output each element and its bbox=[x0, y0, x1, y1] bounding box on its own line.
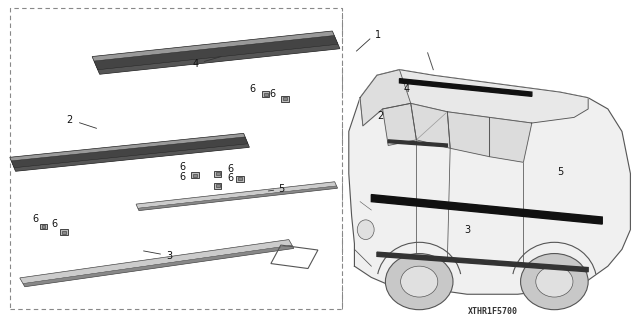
Polygon shape bbox=[10, 133, 249, 171]
Bar bbox=[216, 184, 220, 187]
Text: 6: 6 bbox=[227, 164, 234, 174]
Text: 6: 6 bbox=[179, 172, 186, 182]
Polygon shape bbox=[371, 195, 602, 224]
Text: 6: 6 bbox=[32, 213, 38, 224]
Bar bbox=[283, 97, 287, 100]
Polygon shape bbox=[20, 240, 292, 284]
Bar bbox=[214, 183, 221, 189]
Polygon shape bbox=[399, 79, 532, 96]
Bar bbox=[191, 173, 199, 178]
Polygon shape bbox=[360, 70, 588, 126]
Text: 1: 1 bbox=[374, 30, 381, 40]
Text: 3: 3 bbox=[464, 225, 470, 235]
Polygon shape bbox=[92, 31, 337, 68]
Text: 5: 5 bbox=[557, 167, 563, 177]
Bar bbox=[238, 177, 242, 180]
Polygon shape bbox=[23, 245, 294, 286]
Bar bbox=[264, 93, 268, 96]
Text: 3: 3 bbox=[166, 251, 173, 261]
Polygon shape bbox=[13, 142, 249, 171]
Text: 6: 6 bbox=[250, 84, 256, 94]
Polygon shape bbox=[136, 182, 337, 211]
Polygon shape bbox=[383, 103, 417, 145]
Text: 2: 2 bbox=[378, 111, 384, 122]
Bar bbox=[40, 224, 47, 229]
Polygon shape bbox=[20, 240, 294, 286]
Bar bbox=[42, 225, 45, 228]
Polygon shape bbox=[97, 42, 340, 74]
Bar bbox=[236, 176, 244, 182]
Ellipse shape bbox=[357, 220, 374, 240]
Bar bbox=[60, 229, 68, 235]
Polygon shape bbox=[360, 70, 411, 126]
Polygon shape bbox=[388, 140, 447, 147]
Bar bbox=[10, 8, 342, 309]
Ellipse shape bbox=[536, 266, 573, 297]
Polygon shape bbox=[94, 35, 338, 70]
Polygon shape bbox=[10, 133, 247, 166]
Polygon shape bbox=[136, 182, 337, 208]
Bar bbox=[281, 96, 289, 102]
Ellipse shape bbox=[520, 254, 588, 310]
Bar bbox=[216, 172, 220, 175]
Text: 6: 6 bbox=[269, 89, 275, 99]
Polygon shape bbox=[138, 186, 337, 211]
Text: 6: 6 bbox=[51, 219, 58, 229]
Polygon shape bbox=[349, 70, 630, 294]
Bar bbox=[193, 174, 197, 177]
Polygon shape bbox=[411, 103, 450, 148]
Polygon shape bbox=[447, 112, 490, 157]
Text: 2: 2 bbox=[66, 115, 72, 125]
Bar bbox=[62, 231, 66, 234]
Polygon shape bbox=[12, 137, 248, 168]
Text: XTHR1F5700: XTHR1F5700 bbox=[468, 307, 518, 315]
Ellipse shape bbox=[401, 266, 438, 297]
Text: 5: 5 bbox=[278, 184, 285, 194]
Text: 6: 6 bbox=[227, 173, 234, 183]
Ellipse shape bbox=[385, 254, 453, 310]
Text: 4: 4 bbox=[403, 84, 410, 94]
Text: 6: 6 bbox=[179, 162, 186, 173]
Polygon shape bbox=[377, 252, 588, 272]
Polygon shape bbox=[92, 31, 340, 74]
Text: 4: 4 bbox=[192, 59, 198, 69]
Bar bbox=[271, 245, 318, 269]
Bar bbox=[214, 171, 221, 177]
Polygon shape bbox=[490, 117, 532, 162]
Bar bbox=[262, 91, 269, 97]
